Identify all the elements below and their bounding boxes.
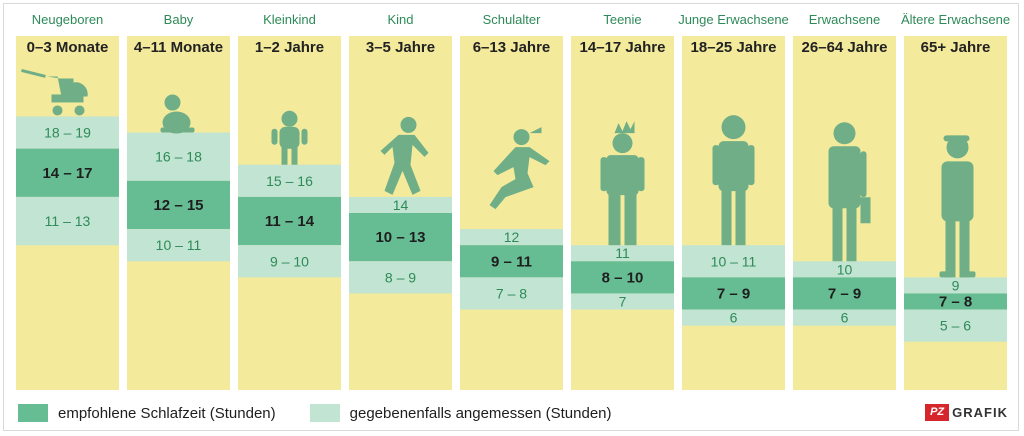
label-acceptable-lower: 6 xyxy=(841,310,849,326)
bar-acceptable-upper xyxy=(238,164,341,197)
age-range-label: 4–11 Monate xyxy=(134,39,223,56)
label-acceptable-upper: 16 – 18 xyxy=(155,149,202,165)
bar-recommended xyxy=(16,148,119,197)
label-acceptable-upper: 15 – 16 xyxy=(266,173,313,189)
label-acceptable-upper: 12 xyxy=(504,229,520,245)
column-header: Kind xyxy=(387,12,413,27)
label-acceptable-lower: 11 – 13 xyxy=(45,213,91,229)
bar-recommended xyxy=(460,245,563,278)
bar-acceptable-lower xyxy=(127,229,230,262)
age-range-label: 14–17 Jahre xyxy=(580,39,666,56)
legend-swatch-acceptable xyxy=(309,404,340,422)
bar-acceptable-upper xyxy=(460,229,563,246)
column-header: Erwachsene xyxy=(809,12,881,27)
label-acceptable-lower: 10 – 11 xyxy=(156,237,202,253)
bar-recommended xyxy=(793,277,896,310)
age-range-label: 1–2 Jahre xyxy=(255,39,324,56)
age-range-label: 6–13 Jahre xyxy=(473,39,551,56)
adult-icon xyxy=(828,122,871,262)
toddler-icon xyxy=(271,110,308,165)
label-recommended: 8 – 10 xyxy=(602,269,644,286)
column-background xyxy=(460,36,563,390)
bar-acceptable-lower xyxy=(793,309,896,326)
brand-text: GRAFIK xyxy=(952,405,1008,420)
label-acceptable-upper: 10 xyxy=(837,261,853,277)
age-range-label: 26–64 Jahre xyxy=(802,39,888,56)
label-recommended: 12 – 15 xyxy=(153,197,203,214)
bar-recommended xyxy=(682,277,785,310)
pram-icon xyxy=(21,68,88,116)
bar-recommended xyxy=(238,196,341,246)
label-recommended: 7 – 9 xyxy=(828,285,861,302)
column-header: Junge Erwachsene xyxy=(678,12,789,27)
bar-acceptable-upper xyxy=(682,245,785,278)
column-background xyxy=(682,36,785,390)
bar-acceptable-upper xyxy=(904,277,1007,294)
label-recommended: 11 – 14 xyxy=(265,213,315,230)
column-header: Schulalter xyxy=(483,12,541,27)
label-recommended: 7 – 8 xyxy=(939,294,972,311)
bar-acceptable-lower xyxy=(349,261,452,294)
legend-label-recommended: empfohlene Schlafzeit (Stunden) xyxy=(58,404,276,422)
column-background xyxy=(571,36,674,390)
bar-recommended xyxy=(904,293,1007,310)
column-header: Baby xyxy=(164,12,194,27)
label-recommended: 7 – 9 xyxy=(717,285,750,302)
label-acceptable-lower: 5 – 6 xyxy=(940,318,971,334)
age-range-label: 65+ Jahre xyxy=(921,39,991,56)
bar-recommended xyxy=(127,180,230,230)
senior-icon xyxy=(939,135,976,278)
label-recommended: 9 – 11 xyxy=(491,253,532,270)
label-acceptable-upper: 10 – 11 xyxy=(711,253,757,269)
label-acceptable-lower: 7 – 8 xyxy=(496,285,527,301)
schoolgirl-icon xyxy=(489,127,550,210)
age-range-label: 0–3 Monate xyxy=(27,39,109,56)
bar-acceptable-lower xyxy=(460,277,563,310)
child-icon xyxy=(380,116,429,195)
bar-acceptable-lower xyxy=(571,293,674,310)
brand: PZ GRAFIK xyxy=(925,404,1008,421)
bar-acceptable-upper xyxy=(16,116,119,149)
label-acceptable-upper: 11 xyxy=(615,245,630,261)
label-acceptable-upper: 18 – 19 xyxy=(44,125,91,141)
label-acceptable-upper: 14 xyxy=(393,197,409,213)
baby-icon xyxy=(160,94,195,134)
column-background xyxy=(793,36,896,390)
label-acceptable-lower: 6 xyxy=(730,310,738,326)
label-acceptable-lower: 9 – 10 xyxy=(270,253,309,269)
bar-acceptable-lower xyxy=(904,309,1007,342)
sleep-chart: Neugeboren 0–3 Monate 18 – 19 14 – 17 11 – 1… xyxy=(16,12,1010,390)
bar-acceptable-lower xyxy=(16,196,119,246)
bar-acceptable-upper xyxy=(793,261,896,278)
label-recommended: 10 – 13 xyxy=(375,229,425,246)
legend-swatch-recommended xyxy=(18,404,48,422)
column-header: Ältere Erwachsene xyxy=(901,12,1010,27)
legend-label-acceptable: gegebenenfalls angemessen (Stunden) xyxy=(349,404,612,422)
bar-acceptable-lower xyxy=(238,245,341,278)
label-recommended: 14 – 17 xyxy=(42,165,92,182)
age-range-label: 18–25 Jahre xyxy=(691,39,777,56)
label-acceptable-upper: 9 xyxy=(952,277,960,293)
age-range-label: 3–5 Jahre xyxy=(366,39,435,56)
brand-logo: PZ xyxy=(925,404,950,421)
legend: empfohlene Schlafzeit (Stunden) gegebene… xyxy=(18,402,646,424)
bar-recommended xyxy=(571,261,674,294)
label-acceptable-lower: 7 xyxy=(619,294,627,310)
bar-acceptable-upper xyxy=(349,196,452,213)
bar-recommended xyxy=(349,213,452,262)
column-header: Neugeboren xyxy=(32,12,104,27)
column-header: Kleinkind xyxy=(263,12,316,27)
column-header: Teenie xyxy=(603,12,641,27)
bar-acceptable-upper xyxy=(571,245,674,262)
frame xyxy=(3,3,1019,431)
bar-acceptable-upper xyxy=(127,132,230,181)
bar-acceptable-lower xyxy=(682,309,785,326)
label-acceptable-lower: 8 – 9 xyxy=(385,269,416,285)
young-adult-icon xyxy=(712,115,755,246)
teen-icon xyxy=(600,121,645,246)
